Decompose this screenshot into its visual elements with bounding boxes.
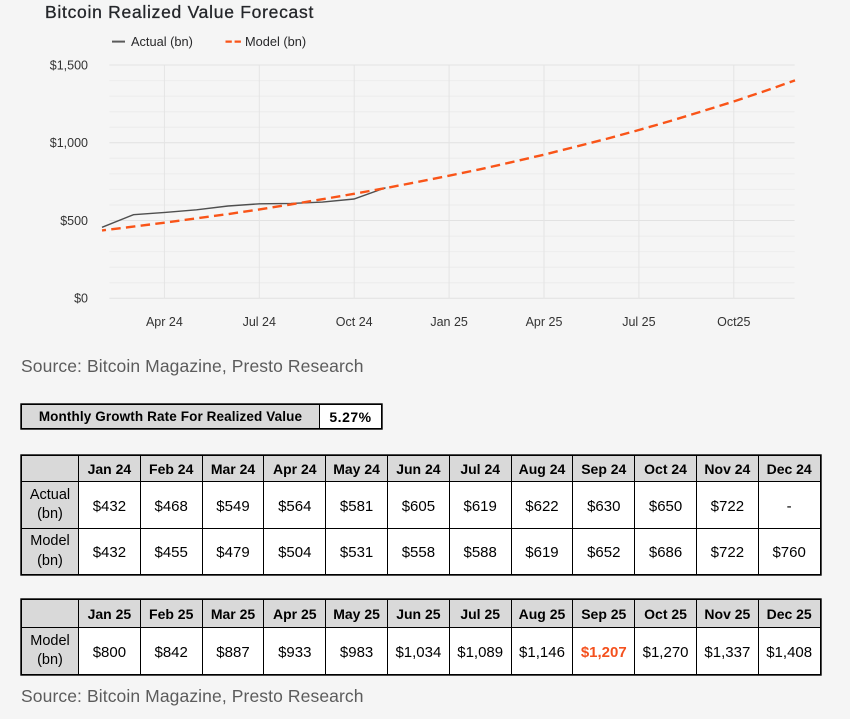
svg-text:Jul 24: Jul 24 [243, 315, 276, 329]
svg-text:Apr 25: Apr 25 [526, 315, 563, 329]
svg-text:Actual (bn): Actual (bn) [131, 34, 193, 49]
svg-text:Apr 24: Apr 24 [146, 315, 183, 329]
svg-text:$0: $0 [74, 292, 88, 306]
svg-text:$500: $500 [60, 214, 88, 228]
svg-text:$1,000: $1,000 [50, 136, 88, 150]
svg-text:$1,500: $1,500 [50, 58, 88, 72]
svg-text:Jul 25: Jul 25 [622, 315, 655, 329]
svg-text:Jan 25: Jan 25 [430, 315, 468, 329]
svg-text:Model (bn): Model (bn) [245, 34, 306, 49]
svg-text:Oct 24: Oct 24 [336, 315, 373, 329]
svg-text:Oct25: Oct25 [717, 315, 750, 329]
